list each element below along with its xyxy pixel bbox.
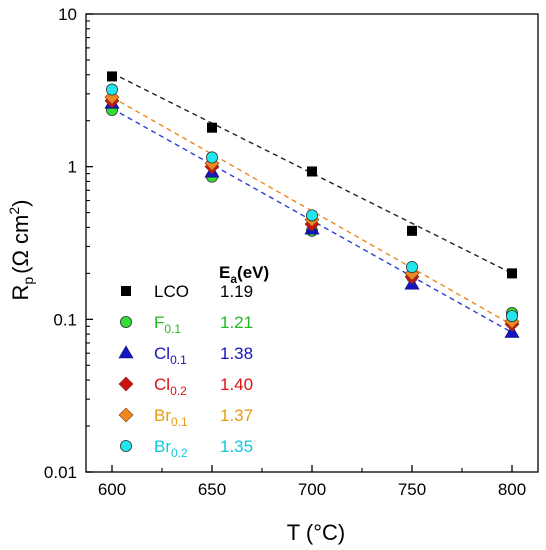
ea-header: Ea(eV) bbox=[219, 263, 269, 286]
y-tick-label-0.1: 0.1 bbox=[53, 310, 77, 329]
legend-marker-cl01 bbox=[118, 345, 134, 359]
y-tick-label-10: 10 bbox=[58, 5, 77, 24]
point-lco-750 bbox=[407, 225, 417, 236]
legend-ea-br01: 1.37 bbox=[220, 406, 253, 425]
point-lco-700 bbox=[307, 166, 317, 177]
legend-label-cl02: Cl0.2 bbox=[154, 375, 187, 398]
point-lco-600 bbox=[107, 71, 117, 82]
legend-label-f01: F0.1 bbox=[154, 313, 181, 336]
y-axis-label: Rp (Ω cm2) bbox=[6, 199, 36, 300]
legend-ea-lco: 1.19 bbox=[220, 282, 253, 301]
ea-header-base: E bbox=[219, 263, 230, 282]
point-lco-650 bbox=[207, 122, 217, 133]
x-tick-label-600: 600 bbox=[98, 480, 126, 499]
data-points bbox=[104, 71, 520, 338]
legend-marker-cl02 bbox=[118, 376, 134, 392]
y-label-close: ) bbox=[8, 199, 33, 206]
legend-ea-cl02: 1.40 bbox=[220, 375, 253, 394]
legend-ea-f01: 1.21 bbox=[220, 313, 253, 332]
legend-label-lco: LCO bbox=[154, 282, 189, 301]
legend-label-br02: Br0.2 bbox=[154, 437, 188, 460]
x-tick-label-650: 650 bbox=[198, 480, 226, 499]
y-tick-label-0.01: 0.01 bbox=[44, 463, 77, 482]
point-br02-650 bbox=[205, 151, 218, 164]
x-tick-label-700: 700 bbox=[298, 480, 326, 499]
point-br02-700 bbox=[305, 209, 318, 222]
axis-ticks: 600 650 700 750 800 0.01 0.1 1 10 bbox=[44, 5, 526, 499]
y-tick-label-1: 1 bbox=[68, 158, 77, 177]
x-tick-label-750: 750 bbox=[398, 480, 426, 499]
x-axis-label: T (°C) bbox=[287, 520, 346, 545]
legend-ea-br02: 1.35 bbox=[220, 437, 253, 456]
y-label-units: (Ω cm bbox=[8, 215, 33, 274]
y-label-base: R bbox=[8, 285, 33, 301]
legend: LCO 1.19 F0.1 1.21 Cl0.1 1.38 Cl0.2 1.40 Br0.1 1.… bbox=[118, 282, 253, 460]
fit-line-lco bbox=[111, 72, 513, 275]
y-label-sub: p bbox=[20, 277, 36, 285]
legend-ea-cl01: 1.38 bbox=[220, 344, 253, 363]
ea-header-rest: (eV) bbox=[237, 263, 269, 282]
point-br02-750 bbox=[405, 261, 418, 274]
point-br02-800 bbox=[505, 310, 518, 323]
y-label-sup: 2 bbox=[6, 207, 22, 215]
legend-label-br01: Br0.1 bbox=[154, 406, 188, 429]
point-lco-800 bbox=[507, 268, 517, 279]
point-br02-600 bbox=[106, 83, 119, 96]
legend-marker-br02 bbox=[120, 439, 133, 452]
fit-line-br01 bbox=[111, 96, 513, 326]
legend-label-cl01: Cl0.1 bbox=[154, 344, 187, 367]
x-tick-label-800: 800 bbox=[498, 480, 526, 499]
ea-header-sub: a bbox=[230, 272, 237, 286]
legend-marker-lco bbox=[121, 286, 131, 296]
plot-frame bbox=[85, 13, 539, 473]
legend-marker-br01 bbox=[118, 407, 134, 423]
legend-marker-f01 bbox=[120, 315, 133, 328]
